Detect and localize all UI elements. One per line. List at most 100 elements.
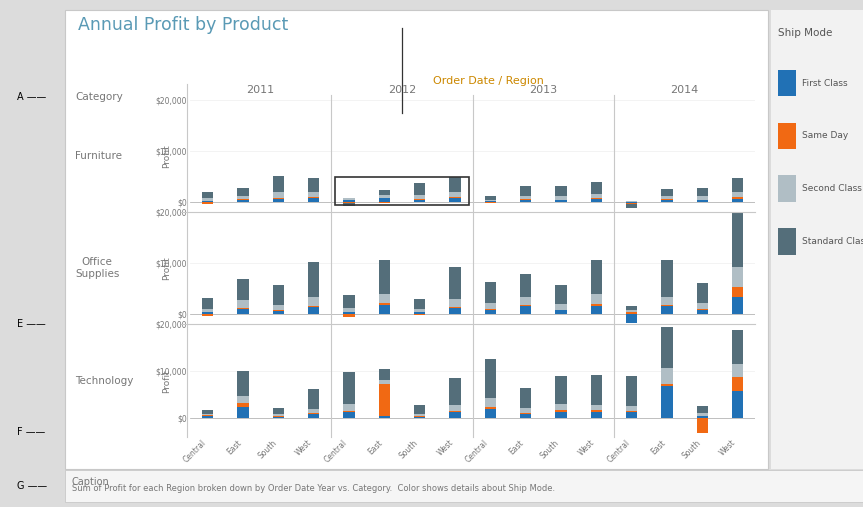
Bar bbox=[590, 182, 602, 194]
Bar bbox=[450, 197, 461, 198]
Bar bbox=[626, 314, 638, 323]
Bar bbox=[626, 202, 638, 203]
Text: Office
Supplies: Office Supplies bbox=[75, 258, 119, 279]
Bar bbox=[237, 371, 249, 396]
Bar bbox=[237, 301, 249, 308]
Bar bbox=[379, 305, 390, 314]
Bar bbox=[343, 198, 355, 200]
Bar bbox=[556, 404, 567, 410]
Bar bbox=[485, 309, 496, 310]
Bar bbox=[237, 308, 249, 309]
Bar bbox=[379, 198, 390, 202]
Bar bbox=[237, 403, 249, 407]
Bar bbox=[343, 203, 355, 206]
Bar bbox=[626, 203, 638, 204]
Bar bbox=[556, 376, 567, 404]
Bar bbox=[308, 297, 319, 306]
Bar bbox=[379, 384, 390, 416]
Bar bbox=[626, 412, 638, 418]
Text: 2014: 2014 bbox=[671, 85, 699, 95]
Text: 2013: 2013 bbox=[529, 85, 557, 95]
Bar bbox=[308, 307, 319, 314]
Bar bbox=[308, 192, 319, 197]
Text: Profit: Profit bbox=[162, 144, 171, 168]
Bar bbox=[308, 262, 319, 297]
Text: Second Class: Second Class bbox=[802, 184, 862, 193]
Bar bbox=[732, 330, 743, 364]
FancyBboxPatch shape bbox=[778, 228, 796, 255]
Bar bbox=[485, 202, 496, 203]
Bar bbox=[556, 410, 567, 412]
Bar bbox=[590, 376, 602, 405]
Bar bbox=[661, 196, 672, 199]
Text: Order Date / Region: Order Date / Region bbox=[433, 76, 544, 86]
Bar bbox=[414, 312, 425, 314]
Text: First Class: First Class bbox=[802, 79, 847, 88]
Bar bbox=[379, 260, 390, 294]
Bar bbox=[308, 414, 319, 418]
Bar bbox=[343, 295, 355, 308]
Bar bbox=[732, 267, 743, 286]
Bar bbox=[379, 294, 390, 303]
Bar bbox=[485, 310, 496, 314]
Bar bbox=[414, 300, 425, 309]
Text: Category: Category bbox=[75, 92, 123, 102]
Bar bbox=[273, 408, 284, 414]
Bar bbox=[379, 195, 390, 198]
Bar bbox=[308, 198, 319, 202]
Bar bbox=[626, 376, 638, 406]
Bar bbox=[590, 306, 602, 314]
Bar bbox=[661, 189, 672, 196]
Bar bbox=[343, 312, 355, 314]
Bar bbox=[308, 409, 319, 413]
Bar bbox=[732, 297, 743, 314]
Bar bbox=[414, 195, 425, 199]
Bar bbox=[379, 380, 390, 384]
Bar bbox=[661, 199, 672, 200]
Text: 2011: 2011 bbox=[247, 85, 274, 95]
Bar bbox=[661, 384, 672, 386]
Bar bbox=[414, 309, 425, 312]
Bar bbox=[696, 416, 708, 418]
Bar bbox=[626, 306, 638, 310]
Bar bbox=[273, 310, 284, 311]
Bar bbox=[202, 192, 213, 198]
Bar bbox=[626, 204, 638, 208]
Bar bbox=[450, 308, 461, 314]
Bar bbox=[626, 201, 638, 202]
Bar bbox=[696, 413, 708, 416]
FancyBboxPatch shape bbox=[778, 123, 796, 149]
Bar bbox=[590, 199, 602, 202]
Text: Annual Profit by Product: Annual Profit by Product bbox=[78, 16, 288, 34]
Bar bbox=[520, 388, 532, 408]
Bar bbox=[626, 310, 638, 312]
Bar bbox=[450, 378, 461, 406]
Bar bbox=[732, 364, 743, 377]
Bar bbox=[626, 312, 638, 314]
Bar bbox=[520, 199, 532, 200]
FancyBboxPatch shape bbox=[778, 70, 796, 96]
Bar bbox=[485, 200, 496, 201]
Bar bbox=[202, 410, 213, 414]
Bar bbox=[450, 307, 461, 308]
Bar bbox=[590, 294, 602, 304]
Bar bbox=[732, 199, 743, 202]
Bar bbox=[273, 192, 284, 198]
Bar bbox=[696, 309, 708, 310]
Bar bbox=[732, 192, 743, 197]
Bar bbox=[237, 199, 249, 200]
Bar bbox=[343, 202, 355, 203]
Bar bbox=[520, 408, 532, 413]
Bar bbox=[590, 260, 602, 294]
Bar bbox=[379, 190, 390, 195]
Bar bbox=[273, 305, 284, 310]
Bar bbox=[308, 178, 319, 192]
Bar bbox=[273, 176, 284, 192]
Bar bbox=[556, 310, 567, 314]
Bar bbox=[379, 416, 390, 418]
Bar bbox=[202, 414, 213, 415]
Bar bbox=[237, 279, 249, 301]
Bar bbox=[661, 305, 672, 306]
Bar bbox=[661, 200, 672, 202]
Text: Caption: Caption bbox=[72, 477, 110, 487]
